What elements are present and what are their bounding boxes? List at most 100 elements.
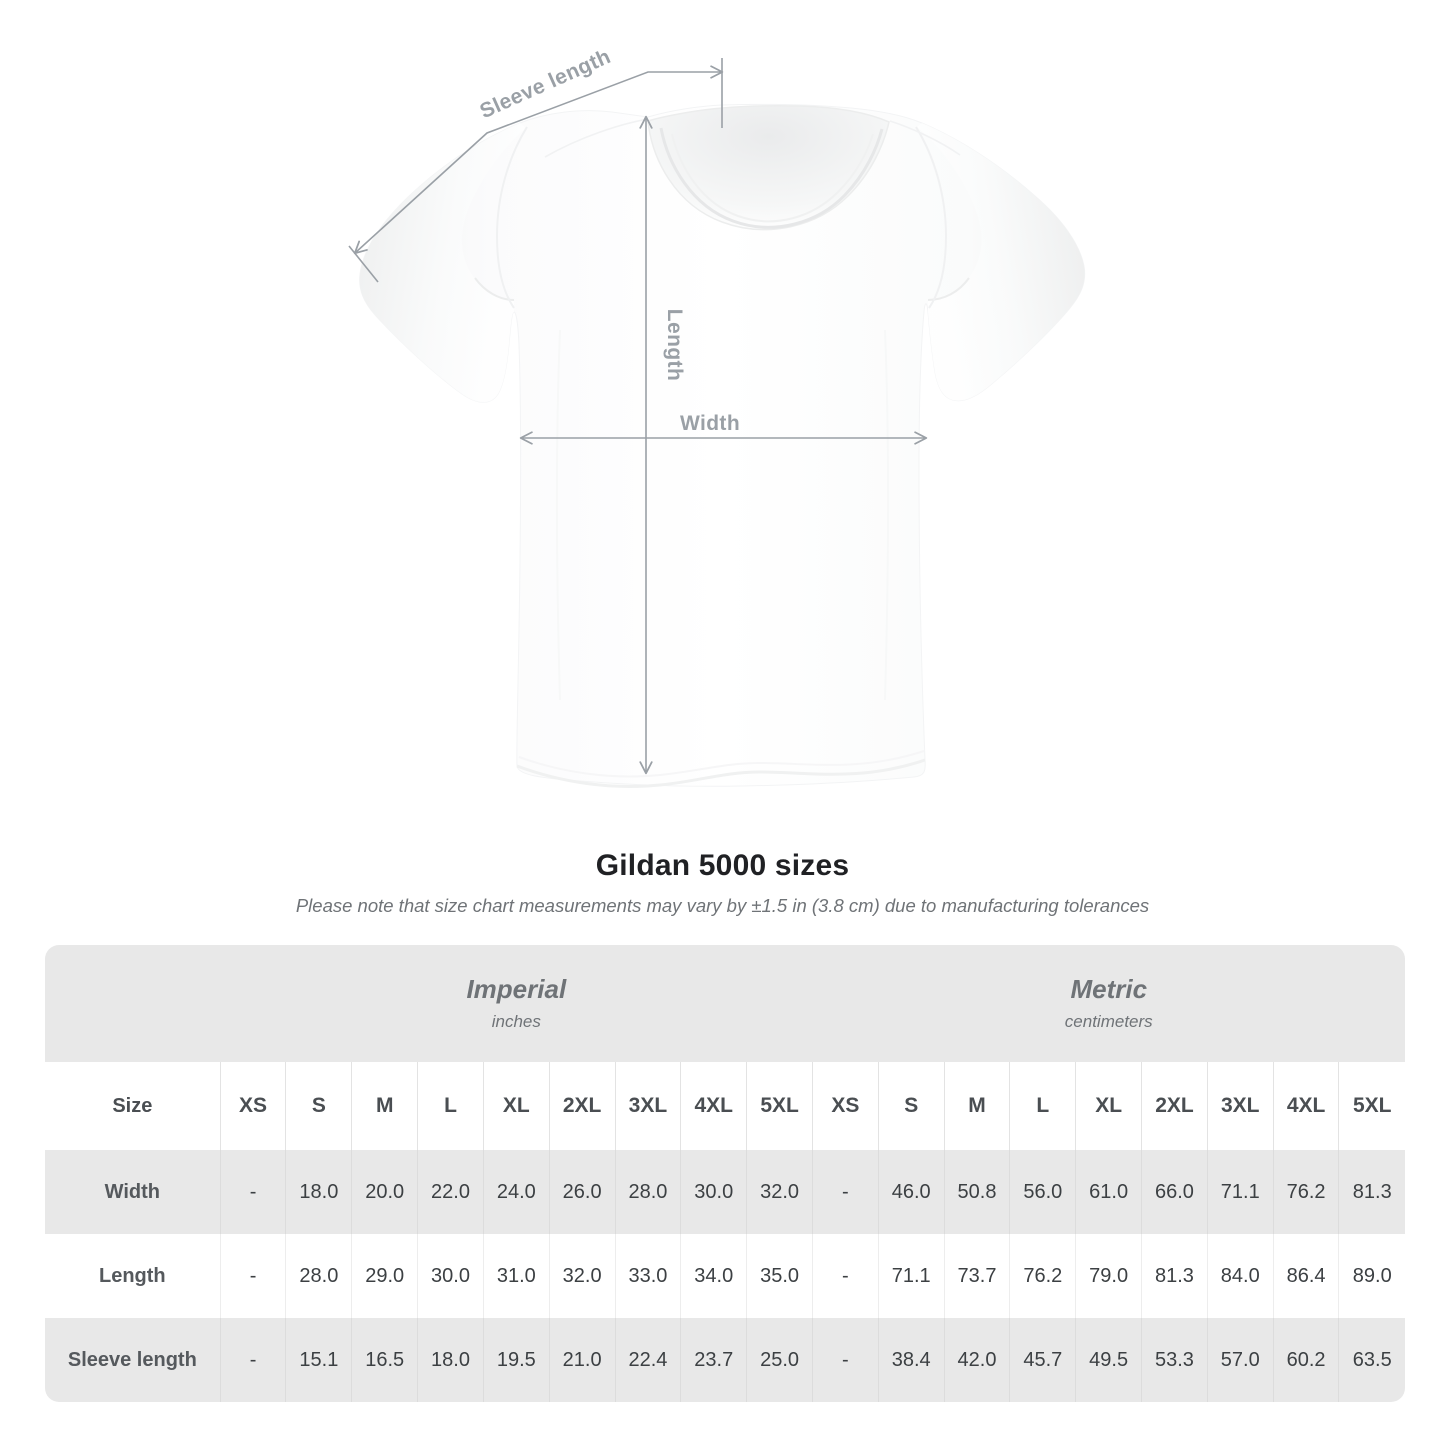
left-body-fold: [556, 329, 561, 701]
cell-length-met-2xl: 81.3: [1141, 1234, 1208, 1318]
unit-sub-imperial: inches: [491, 1011, 541, 1031]
size-header-imp-3xl: 3XL: [614, 1062, 681, 1150]
right-armhole-seam: [915, 126, 948, 309]
cell-sleeve-met-3xl: 57.0: [1206, 1318, 1274, 1402]
cell-length-met-m: 73.7: [943, 1234, 1010, 1318]
unit-band-metric: Metric centimeters: [812, 945, 1405, 1062]
row-label-sleeve-length: Sleeve length: [45, 1318, 221, 1402]
size-header-imp-xl: XL: [482, 1062, 550, 1150]
cell-width-met-s: 46.0: [877, 1150, 945, 1234]
size-header-met-4xl: 4XL: [1272, 1062, 1339, 1150]
cell-length-imp-m: 29.0: [351, 1234, 418, 1318]
cell-width-imp-xs: -: [219, 1150, 286, 1234]
size-header-met-3xl: 3XL: [1206, 1062, 1274, 1150]
cell-length-met-s: 71.1: [877, 1234, 945, 1318]
cell-sleeve-imp-l: 18.0: [417, 1318, 484, 1402]
cell-length-imp-l: 30.0: [417, 1234, 484, 1318]
cell-sleeve-met-5xl: 63.5: [1338, 1318, 1405, 1402]
cell-sleeve-imp-2xl: 21.0: [548, 1318, 616, 1402]
cell-width-imp-2xl: 26.0: [548, 1150, 616, 1234]
tolerance-note: Please note that size chart measurements…: [295, 895, 1150, 916]
size-header-met-xs: XS: [811, 1062, 879, 1150]
right-sleeve-seam: [927, 277, 970, 301]
cell-length-imp-5xl: 35.0: [746, 1234, 813, 1318]
cell-sleeve-met-xl: 49.5: [1075, 1318, 1142, 1402]
cell-length-imp-xl: 31.0: [482, 1234, 550, 1318]
sleeve-start-tick: [348, 245, 379, 283]
unit-sub-metric: centimeters: [1064, 1011, 1153, 1031]
cell-sleeve-imp-4xl: 23.7: [680, 1318, 747, 1402]
cell-length-met-4xl: 86.4: [1272, 1234, 1339, 1318]
cell-width-met-xs: -: [811, 1150, 879, 1234]
cell-width-imp-l: 22.0: [417, 1150, 484, 1234]
cell-sleeve-imp-xl: 19.5: [482, 1318, 550, 1402]
cell-length-met-5xl: 89.0: [1338, 1234, 1405, 1318]
unit-band-spacer: [45, 945, 221, 1062]
cell-length-met-xl: 79.0: [1075, 1234, 1142, 1318]
cell-width-met-m: 50.8: [943, 1150, 1010, 1234]
cell-sleeve-met-s: 38.4: [877, 1318, 945, 1402]
cell-width-met-xl: 61.0: [1075, 1150, 1142, 1234]
size-header-imp-4xl: 4XL: [680, 1062, 747, 1150]
cell-length-imp-s: 28.0: [285, 1234, 352, 1318]
column-header-size: Size: [45, 1062, 221, 1150]
cell-width-met-2xl: 66.0: [1141, 1150, 1208, 1234]
size-header-row: Size XS S M L XL 2XL 3XL 4XL 5XL XS S M …: [45, 1062, 1405, 1150]
size-header-imp-5xl: 5XL: [746, 1062, 813, 1150]
cell-width-imp-xl: 24.0: [482, 1150, 550, 1234]
cell-width-imp-m: 20.0: [351, 1150, 418, 1234]
cell-sleeve-imp-m: 16.5: [351, 1318, 418, 1402]
sleeve-length-line: [353, 65, 724, 255]
size-header-imp-m: M: [351, 1062, 418, 1150]
cell-width-met-5xl: 81.3: [1338, 1150, 1405, 1234]
size-header-met-m: M: [943, 1062, 1010, 1150]
size-header-imp-2xl: 2XL: [548, 1062, 616, 1150]
cell-width-imp-5xl: 32.0: [746, 1150, 813, 1234]
tshirt-shape: [359, 103, 1086, 788]
cell-length-imp-3xl: 33.0: [614, 1234, 681, 1318]
table-row: Sleeve length - 15.1 16.5 18.0 19.5 21.0…: [45, 1318, 1405, 1402]
size-header-imp-s: S: [285, 1062, 352, 1150]
bottom-hem: [516, 758, 926, 788]
left-sleeve-shade: [359, 123, 526, 403]
cell-width-imp-4xl: 30.0: [680, 1150, 747, 1234]
cell-sleeve-imp-5xl: 25.0: [746, 1318, 813, 1402]
cell-sleeve-imp-s: 15.1: [285, 1318, 352, 1402]
cell-sleeve-met-2xl: 53.3: [1141, 1318, 1208, 1402]
right-sleeve-shade: [917, 123, 1085, 401]
unit-band-row: Imperial inches Metric centimeters: [45, 945, 1405, 1062]
cell-length-imp-4xl: 34.0: [680, 1234, 747, 1318]
cell-sleeve-imp-xs: -: [219, 1318, 286, 1402]
tshirt-diagram: Sleeve length Length Width: [348, 45, 1086, 788]
page-title: Gildan 5000 sizes: [595, 849, 850, 882]
size-header-met-2xl: 2XL: [1141, 1062, 1208, 1150]
cell-sleeve-met-l: 45.7: [1009, 1318, 1076, 1402]
cell-width-met-4xl: 76.2: [1272, 1150, 1339, 1234]
unit-name-metric: Metric: [1070, 974, 1148, 1005]
unit-name-imperial: Imperial: [466, 974, 567, 1005]
unit-band-imperial: Imperial inches: [220, 945, 813, 1062]
right-shoulder-seam: [889, 120, 961, 156]
size-header-met-l: L: [1009, 1062, 1076, 1150]
cell-sleeve-met-xs: -: [811, 1318, 879, 1402]
table-row: Width - 18.0 20.0 22.0 24.0 26.0 28.0 30…: [45, 1150, 1405, 1234]
size-header-met-5xl: 5XL: [1338, 1062, 1405, 1150]
cell-width-imp-3xl: 28.0: [614, 1150, 681, 1234]
size-header-imp-l: L: [417, 1062, 484, 1150]
size-header-met-xl: XL: [1075, 1062, 1142, 1150]
left-sleeve-seam: [474, 277, 515, 301]
size-header-imp-xs: XS: [219, 1062, 286, 1150]
cell-length-imp-2xl: 32.0: [548, 1234, 616, 1318]
cell-width-imp-s: 18.0: [285, 1150, 352, 1234]
length-label: Length: [663, 309, 686, 381]
cell-width-met-3xl: 71.1: [1206, 1150, 1274, 1234]
cell-width-met-l: 56.0: [1009, 1150, 1076, 1234]
row-label-length: Length: [45, 1234, 221, 1318]
cell-length-met-xs: -: [811, 1234, 879, 1318]
cell-sleeve-met-4xl: 60.2: [1272, 1318, 1339, 1402]
cell-length-met-l: 76.2: [1009, 1234, 1076, 1318]
right-body-fold: [884, 329, 889, 701]
row-label-width: Width: [45, 1150, 221, 1234]
table-row: Length - 28.0 29.0 30.0 31.0 32.0 33.0 3…: [45, 1234, 1405, 1318]
size-header-met-s: S: [877, 1062, 945, 1150]
